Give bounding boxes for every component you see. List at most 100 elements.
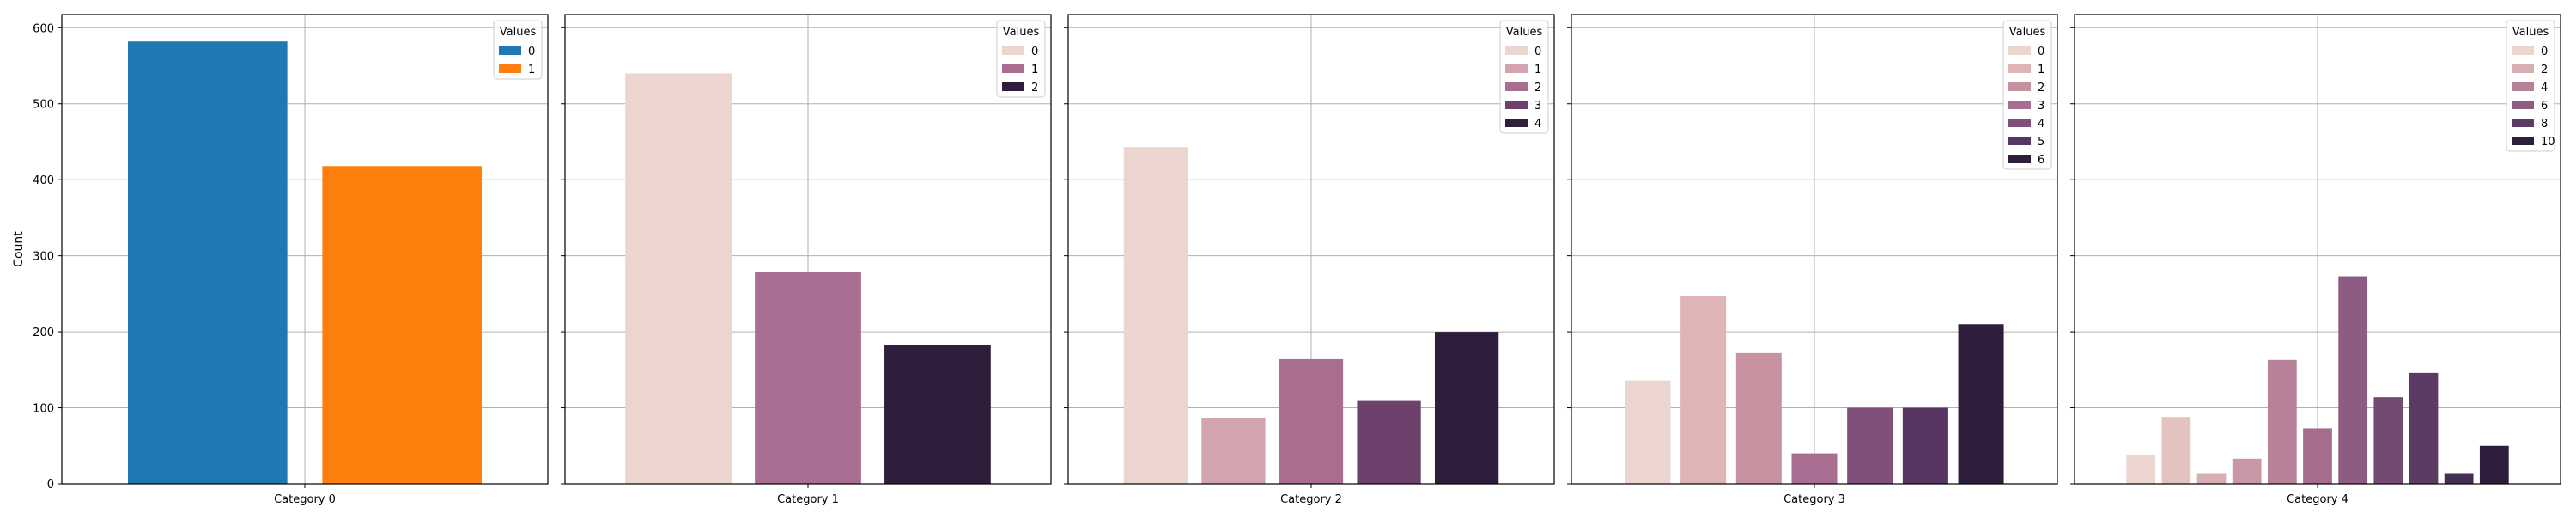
legend-label: 1 <box>2038 64 2044 76</box>
bar-4-10 <box>2479 445 2509 484</box>
legend-swatch <box>2008 101 2031 109</box>
y-axis-label: Count <box>12 231 26 267</box>
bar-0-0 <box>127 41 288 485</box>
legend-label: 4 <box>2038 118 2044 131</box>
bar-3-2 <box>1735 352 1782 484</box>
legend-label: 2 <box>2038 82 2044 95</box>
legend-swatch <box>2008 119 2031 127</box>
y-tick-label: 600 <box>33 22 54 35</box>
legend-label: 4 <box>2541 82 2548 95</box>
bar-3-1 <box>1680 296 1727 484</box>
legend-box <box>996 20 1046 98</box>
bar-3-0 <box>1625 380 1671 484</box>
y-tick-label: 200 <box>33 327 54 339</box>
legend-title: Values <box>1506 26 1543 39</box>
legend-1: Values 0 1 2 <box>996 20 1046 98</box>
bar-2-2 <box>1279 358 1344 484</box>
legend-swatch <box>1002 64 1024 73</box>
legend-swatch <box>1505 64 1528 73</box>
bar-4-2 <box>2196 473 2227 484</box>
legend-swatch <box>2008 82 2031 91</box>
legend-0: Values 0 1 <box>493 20 543 80</box>
legend-label: 6 <box>2541 100 2548 113</box>
legend-label: 3 <box>1534 100 1541 113</box>
legend-label: 1 <box>1534 64 1541 76</box>
legend-swatch <box>1505 119 1528 127</box>
bar-2-3 <box>1357 400 1421 484</box>
y-tick-label: 400 <box>33 174 54 187</box>
x-tick-label: Category 2 <box>1280 493 1342 506</box>
legend-swatch <box>2512 101 2534 109</box>
legend-label: 0 <box>2038 46 2044 58</box>
y-tick-label: 500 <box>33 99 54 112</box>
x-tick-label: Category 0 <box>274 493 336 506</box>
legend-swatch <box>1505 101 1528 109</box>
legend-label: 6 <box>2038 154 2044 167</box>
y-tick-label: 300 <box>33 251 54 264</box>
legend-label: 2 <box>2541 64 2548 76</box>
legend-title: Values <box>500 26 537 39</box>
subplot-4: Category 4 Values 0 2 4 6 8 10 <box>2070 14 2561 506</box>
legend-swatch <box>1505 82 1528 91</box>
legend-label: 5 <box>2038 136 2044 149</box>
bar-4-6 <box>2338 276 2368 484</box>
bar-3-5 <box>1902 407 1948 484</box>
legend-label: 0 <box>2541 46 2548 58</box>
bar-4-3 <box>2232 458 2262 484</box>
bar-2-1 <box>1201 418 1266 484</box>
legend-swatch <box>1505 46 1528 55</box>
bar-3-6 <box>1958 324 2004 484</box>
legend-label: 1 <box>528 64 535 76</box>
legend-swatch <box>499 46 521 55</box>
legend-3: Values 0 1 2 3 4 5 6 <box>2002 20 2052 170</box>
legend-label: 0 <box>528 46 535 58</box>
legend-label: 4 <box>1534 118 1541 131</box>
bar-4-1 <box>2161 417 2191 484</box>
legend-title: Values <box>2512 26 2549 39</box>
legend-swatch <box>2512 82 2534 91</box>
legend-4: Values 0 2 4 6 8 10 <box>2506 20 2555 152</box>
legend-label: 3 <box>2038 100 2044 113</box>
legend-swatch <box>2512 46 2534 55</box>
bar-0-1 <box>322 166 483 485</box>
subplot-3: Category 3 Values 0 1 2 3 4 5 6 <box>1567 14 2058 506</box>
bar-1-0 <box>625 73 732 485</box>
legend-swatch <box>2512 64 2534 73</box>
legend-swatch <box>2008 46 2031 55</box>
bar-4-5 <box>2303 428 2332 484</box>
legend-swatch <box>2008 155 2031 163</box>
legend-label: 10 <box>2541 136 2555 149</box>
bar-4-7 <box>2373 397 2403 484</box>
bar-4-8 <box>2409 372 2439 484</box>
legend-swatch <box>1002 82 1024 91</box>
legend-label: 8 <box>2541 118 2548 131</box>
legend-title: Values <box>1003 26 1040 39</box>
bar-1-1 <box>755 272 861 484</box>
legend-swatch <box>2512 137 2534 145</box>
bar-2-0 <box>1123 147 1188 484</box>
subplot-1: Category 1 Values 0 1 2 <box>561 14 1052 506</box>
x-tick-label: Category 3 <box>1783 493 1845 506</box>
bar-4-4 <box>2267 359 2297 484</box>
y-tick-label: 0 <box>47 479 54 492</box>
legend-swatch <box>2008 137 2031 145</box>
bar-1-2 <box>884 345 991 484</box>
legend-swatch <box>2008 64 2031 73</box>
x-tick-label: Category 1 <box>777 493 839 506</box>
y-tick-label: 100 <box>33 403 54 416</box>
legend-label: 2 <box>1534 82 1541 95</box>
legend-swatch <box>2512 119 2534 127</box>
subplot-2: Category 2 Values 0 1 2 3 4 <box>1064 14 1555 506</box>
bar-4-0 <box>2126 455 2156 484</box>
legend-label: 2 <box>1031 82 1038 95</box>
bar-4-9 <box>2444 473 2474 484</box>
legend-label: 0 <box>1534 46 1541 58</box>
bar-2-4 <box>1434 332 1499 484</box>
legend-swatch <box>499 64 521 73</box>
bar-3-4 <box>1847 407 1893 484</box>
legend-2: Values 0 1 2 3 4 <box>1499 20 1549 134</box>
legend-label: 1 <box>1031 64 1038 76</box>
legend-title: Values <box>2009 26 2046 39</box>
